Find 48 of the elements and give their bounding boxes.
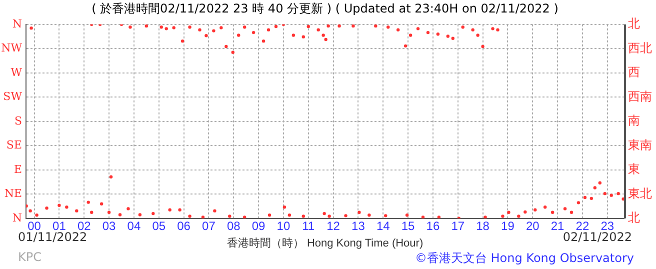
text: N bbox=[12, 17, 22, 30]
x-tick-label: 11 bbox=[302, 218, 315, 233]
x-tick-label: 22 bbox=[576, 218, 590, 233]
x-tick-label: 09 bbox=[252, 218, 266, 233]
x-tick-label: 15 bbox=[401, 218, 416, 233]
text: ©香港天文台 Hong Kong Observatory bbox=[414, 250, 634, 267]
x-tick-label: 13 bbox=[352, 218, 366, 233]
x-axis-title: 香港時間（時） Hong Kong Time (Hour) bbox=[226, 236, 424, 250]
text: 北 bbox=[628, 210, 640, 225]
text: SE bbox=[6, 138, 22, 152]
text: 東 bbox=[628, 162, 640, 176]
x-tick-label: 07 bbox=[202, 218, 216, 233]
x-tick-label: 05 bbox=[152, 218, 166, 233]
x-tick-label: 20 bbox=[526, 218, 540, 233]
chart-title: ( 於香港時間02/11/2022 23 時 40 分更新 ) ( Updated at 23:40H on 02/11/2022 ) bbox=[92, 1, 558, 16]
x-tick-label: 03 bbox=[102, 218, 116, 233]
x-tick-label: 19 bbox=[501, 218, 515, 233]
text: W bbox=[10, 66, 23, 79]
x-tick-label: 04 bbox=[127, 218, 141, 233]
text: KPC bbox=[18, 250, 42, 264]
text: 南 bbox=[628, 114, 640, 128]
x-tick-label: 17 bbox=[451, 218, 465, 233]
x-tick-label: 08 bbox=[226, 218, 241, 233]
text: 東南 bbox=[628, 138, 652, 152]
text: 西 bbox=[628, 65, 640, 80]
text: SW bbox=[3, 90, 23, 104]
x-tick-label: 12 bbox=[326, 218, 340, 233]
x-tick-label: 23 bbox=[600, 218, 614, 233]
text: NW bbox=[1, 42, 23, 55]
x-tick-label: 02 bbox=[77, 218, 92, 233]
text: E bbox=[14, 162, 22, 176]
x-tick-label: 06 bbox=[177, 218, 191, 233]
x-tick-label: 21 bbox=[550, 218, 565, 233]
text: 01/11/2022 bbox=[18, 230, 88, 244]
x-tick-label: 14 bbox=[376, 218, 390, 233]
x-tick-label: 01 bbox=[52, 218, 66, 233]
text: 北 bbox=[628, 16, 640, 31]
text: S bbox=[14, 114, 22, 128]
text: NE bbox=[4, 187, 22, 200]
x-tick-label: 00 bbox=[28, 218, 42, 233]
x-tick-label: 10 bbox=[276, 218, 290, 233]
text: 東北 bbox=[628, 186, 652, 200]
x-tick-label: 18 bbox=[476, 218, 490, 233]
text: 西北 bbox=[628, 40, 652, 55]
text: 02/11/2022 bbox=[562, 230, 632, 244]
text: 西南 bbox=[628, 89, 652, 104]
x-tick-label: 16 bbox=[426, 218, 440, 233]
text: N bbox=[12, 211, 22, 224]
